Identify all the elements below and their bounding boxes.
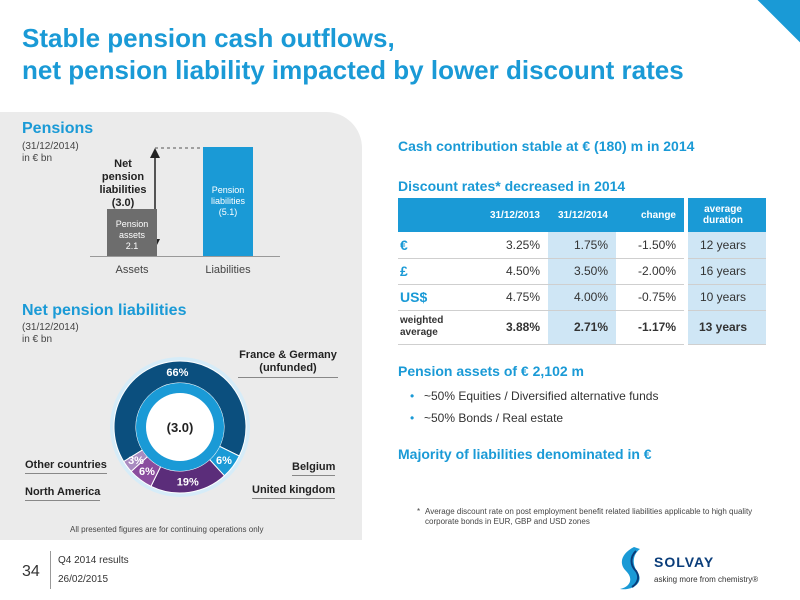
row-label: £ — [398, 258, 468, 285]
table-row: £ 4.50% 3.50% -2.00% 16 years — [398, 258, 766, 285]
bar-text: liabilities — [210, 196, 245, 206]
region-north-america: North America — [25, 486, 101, 501]
table-row: US$ 4.75% 4.00% -0.75% 10 years — [398, 284, 766, 311]
continuing-operations-note: All presented figures are for continuing… — [70, 525, 264, 534]
donut-center-value: (3.0) — [167, 420, 194, 435]
donut-chart: 66% 6% 19% 6% 3% (3.0) — [95, 355, 265, 505]
page-number: 34 — [22, 563, 40, 580]
cell-duration: 12 years — [684, 232, 766, 259]
donut-slice-label: 6% — [216, 455, 232, 467]
net-label-line: (3.0) — [111, 197, 135, 209]
bar-text: Pension — [211, 185, 245, 195]
logo-swoosh — [620, 547, 640, 590]
region-label: France & Germany — [239, 349, 337, 361]
footnote: * Average discount rate on post employme… — [417, 507, 765, 527]
liabilities-bar: Pension liabilities (5.1) — [203, 147, 253, 256]
cash-contribution-heading: Cash contribution stable at € (180) m in… — [398, 138, 695, 154]
row-label: € — [398, 232, 468, 259]
title-line-1: Stable pension cash outflows, — [22, 23, 395, 53]
row-label: US$ — [398, 284, 468, 311]
net-label-line: pension — [101, 171, 145, 183]
table-header-duration: average duration — [684, 198, 766, 232]
solvay-logo-text: SOLVAY — [654, 554, 715, 570]
net-liabilities-unit: in € bn — [22, 334, 53, 345]
cell-change: -1.17% — [616, 310, 686, 345]
arrow-head-up — [150, 148, 160, 158]
pensions-date: (31/12/2014) — [22, 141, 79, 152]
cell-change: -1.50% — [616, 232, 686, 259]
net-label-line: liabilities — [99, 184, 147, 196]
region-other-countries: Other countries — [25, 459, 107, 474]
assets-bar: Pension assets 2.1 — [107, 209, 157, 256]
table-header-change: change — [616, 198, 686, 232]
footer-line-2: 26/02/2015 — [58, 574, 109, 585]
footer-line-1: Q4 2014 results — [58, 555, 129, 566]
region-france-germany: France & Germany (unfunded) — [238, 349, 338, 378]
discount-rates-table: 31/12/2013 31/12/2014 change average dur… — [398, 198, 766, 345]
bar-text: Pension — [115, 219, 149, 229]
net-liabilities-label: Net pension liabilities (3.0) — [98, 158, 148, 210]
page-title: Stable pension cash outflows, net pensio… — [22, 22, 762, 86]
liabilities-axis-label: Liabilities — [205, 264, 251, 276]
majority-heading: Majority of liabilities denominated in € — [398, 446, 652, 462]
pensions-heading: Pensions — [22, 120, 94, 137]
solvay-logo-icon — [620, 547, 640, 590]
footnote-text: Average discount rate on post employment… — [425, 507, 753, 526]
table-header-empty — [398, 198, 468, 232]
cell-2013: 4.50% — [468, 258, 548, 285]
donut-slice-label: 19% — [177, 476, 199, 488]
solvay-tagline: asking more from chemistry® — [654, 575, 759, 584]
cell-duration: 10 years — [684, 284, 766, 311]
pension-assets-heading: Pension assets of € 2,102 m — [398, 363, 584, 379]
region-sublabel: (unfunded) — [259, 362, 317, 374]
bar-text: assets — [118, 230, 145, 240]
cell-2014: 3.50% — [548, 258, 616, 285]
net-liabilities-heading: Net pension liabilities — [22, 302, 187, 319]
bar-text: (5.1) — [218, 207, 238, 217]
net-label-line: Net — [114, 158, 132, 170]
footnote-marker: * — [417, 507, 421, 516]
pensions-unit: in € bn — [22, 153, 53, 164]
table-row: weighted average 3.88% 2.71% -1.17% 13 y… — [398, 310, 766, 345]
donut-slice-label: 6% — [139, 466, 155, 478]
footer-divider — [50, 551, 51, 589]
cell-duration: 16 years — [684, 258, 766, 285]
discount-rates-heading: Discount rates* decreased in 2014 — [398, 178, 626, 194]
table-header-row: 31/12/2013 31/12/2014 change average dur… — [398, 198, 766, 232]
net-liabilities-date: (31/12/2014) — [22, 322, 79, 333]
cell-duration: 13 years — [684, 310, 766, 345]
donut-slice-label: 3% — [128, 455, 144, 467]
bullet-item: ~50% Bonds / Real estate — [410, 411, 563, 425]
cell-2013: 3.25% — [468, 232, 548, 259]
region-uk: United kingdom — [252, 484, 336, 499]
logo-swoosh-inner — [630, 550, 640, 588]
table-header-2014: 31/12/2014 — [548, 198, 616, 232]
donut-hole — [146, 393, 214, 461]
row-label: weighted average — [398, 310, 468, 345]
cell-2013: 4.75% — [468, 284, 548, 311]
table-header-2013: 31/12/2013 — [468, 198, 548, 232]
x-axis — [90, 256, 280, 257]
donut-svg: 66%6%19%6%3%(3.0) — [110, 357, 250, 497]
bar-text: 2.1 — [125, 241, 139, 251]
cell-change: -0.75% — [616, 284, 686, 311]
assets-axis-label: Assets — [115, 264, 149, 276]
cell-change: -2.00% — [616, 258, 686, 285]
table-row: € 3.25% 1.75% -1.50% 12 years — [398, 232, 766, 259]
donut-slice-label: 66% — [166, 367, 188, 379]
region-belgium: Belgium — [292, 461, 336, 476]
cell-2014: 4.00% — [548, 284, 616, 311]
cell-2014: 1.75% — [548, 232, 616, 259]
cell-2014: 2.71% — [548, 310, 616, 345]
footer — [0, 540, 800, 600]
cell-2013: 3.88% — [468, 310, 548, 345]
bullet-item: ~50% Equities / Diversified alternative … — [410, 389, 658, 403]
title-line-2: net pension liability impacted by lower … — [22, 55, 684, 85]
